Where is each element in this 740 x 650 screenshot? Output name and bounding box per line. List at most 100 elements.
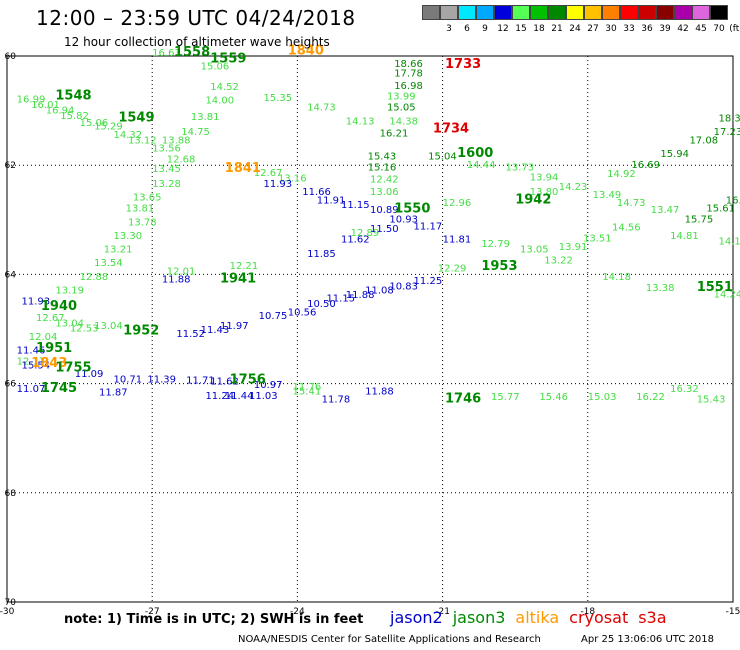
pass-time: 1745 [41, 381, 77, 396]
wave-height-value: 15.94 [660, 149, 689, 160]
wave-height-value: 11.03 [249, 391, 278, 402]
pass-time: 1559 [210, 52, 246, 67]
wave-height-value: 12.67 [254, 168, 283, 179]
scale-label: 27 [587, 24, 599, 34]
wave-height-value: 18.32 [718, 114, 740, 125]
scale-swatch [674, 5, 692, 20]
wave-height-value: 13.73 [506, 163, 535, 174]
wave-height-value: 14.18 [602, 272, 631, 283]
wave-height-value: 12.79 [481, 239, 510, 250]
pass-time: 1733 [445, 57, 481, 72]
wave-height-value: 11.46 [17, 346, 46, 357]
wave-height-value: 14.00 [205, 96, 234, 107]
wave-height-value: 11.50 [370, 224, 399, 235]
wave-height-value: 13.38 [646, 283, 675, 294]
wave-height-value: 14.56 [612, 223, 641, 234]
wave-height-value: 16.63 [152, 48, 181, 59]
wave-height-value: 12.01 [167, 266, 196, 277]
wave-height-value: 15.77 [491, 392, 520, 403]
wave-height-value: 11.07 [17, 384, 46, 395]
wave-height-value: 12.29 [438, 264, 467, 275]
wave-height-value: 15.29 [94, 122, 123, 133]
wave-height-value: 15.16 [368, 163, 397, 174]
wave-height-value: 14.23 [559, 182, 588, 193]
map-grid [6, 55, 734, 603]
wave-height-values: 16.9916.0116.9415.8215.0615.2914.3213.12… [17, 48, 740, 406]
wave-height-value: 16.21 [380, 128, 409, 139]
scale-swatch [548, 5, 566, 20]
wave-height-value: 14.52 [210, 82, 239, 93]
map-frame [6, 55, 734, 603]
wave-height-value: 15.46 [539, 392, 568, 403]
satellite-altika: altika [515, 608, 560, 627]
wave-height-value: 15.05 [387, 103, 416, 114]
satellite-cryosat: cryosat [569, 608, 629, 627]
wave-height-value: 16.98 [394, 81, 423, 92]
wave-height-value: 15.35 [264, 93, 293, 104]
wave-height-value: 16.22 [636, 392, 665, 403]
latitude-label: 68 [5, 489, 17, 499]
wave-height-value: 13.06 [370, 187, 399, 198]
pass-time: 1941 [220, 272, 256, 287]
wave-height-value: 12.88 [80, 272, 109, 283]
scale-swatch [422, 5, 440, 20]
wave-height-value: 12.21 [230, 261, 259, 272]
wave-height-value: 14.44 [467, 160, 496, 171]
wave-height-value: 13.78 [128, 217, 157, 228]
wave-height-value: 13.99 [387, 92, 416, 103]
latitude-label: 66 [5, 380, 17, 390]
wave-height-value: 11.15 [341, 200, 370, 211]
wave-height-value: 11.76 [293, 382, 322, 393]
wave-height-value: 15.54 [22, 360, 51, 371]
wave-height-value: 13.54 [94, 258, 123, 269]
wave-height-value: 12.68 [167, 154, 196, 165]
wave-height-value: 11.66 [302, 187, 331, 198]
page-subtitle: 12 hour collection of altimeter wave hei… [64, 35, 330, 49]
wave-height-value: 15.82 [60, 111, 89, 122]
satellite-jason3: jason3 [452, 608, 506, 627]
wave-height-value: 10.56 [288, 307, 317, 318]
wave-height-value: 15.75 [685, 215, 714, 226]
scale-label: 70 [713, 24, 725, 34]
wave-height-value: 11.43 [201, 325, 230, 336]
wave-height-value: 12.04 [29, 332, 58, 343]
pass-time: 1550 [394, 202, 430, 217]
wave-height-value: 14.75 [181, 127, 210, 138]
wave-height-value: 11.24 [205, 391, 234, 402]
wave-height-value: 11.97 [220, 321, 249, 332]
satellite-jason2: jason2 [390, 608, 443, 627]
wave-height-value: 14.12 [718, 236, 740, 247]
pass-time: 1548 [55, 89, 91, 104]
wave-height-value: 13.16 [278, 174, 307, 185]
wave-height-value: 12.96 [443, 198, 472, 209]
wave-height-value: 15.61 [706, 204, 735, 215]
wave-height-value: 10.97 [254, 380, 283, 391]
wave-height-value: 13.94 [530, 172, 559, 183]
wave-height-value: 10.93 [389, 215, 418, 226]
scale-swatch [620, 5, 638, 20]
wave-height-value: 13.91 [559, 242, 588, 253]
pass-time: 1549 [118, 111, 154, 126]
scale-label: 3 [446, 24, 452, 34]
wave-height-value: 13.05 [520, 245, 549, 256]
pass-time: 1952 [123, 323, 159, 338]
longitude-label: -21 [435, 607, 450, 617]
wave-height-value: 13.65 [133, 193, 162, 204]
scale-swatch [512, 5, 530, 20]
wave-height-value: 11.87 [99, 388, 128, 399]
wave-height-value: 13.45 [152, 164, 181, 175]
latitude-label: 62 [5, 161, 16, 171]
wave-height-value: 11.81 [443, 235, 472, 246]
wave-height-value: 11.78 [322, 395, 351, 406]
wave-height-value: 13.81 [191, 112, 220, 123]
wave-height-value: 11.52 [176, 329, 205, 340]
pass-time: 1953 [481, 259, 517, 274]
scale-label: 45 [695, 24, 707, 34]
wave-height-value: 12.53 [70, 324, 99, 335]
pass-time: 1843 [31, 356, 67, 371]
wave-height-value: 16.33 [726, 195, 740, 206]
wave-height-value: 15.41 [293, 387, 322, 398]
wave-height-value: 11.62 [210, 377, 239, 388]
scale-swatch [602, 5, 620, 20]
wave-height-value: 16.94 [46, 105, 75, 116]
